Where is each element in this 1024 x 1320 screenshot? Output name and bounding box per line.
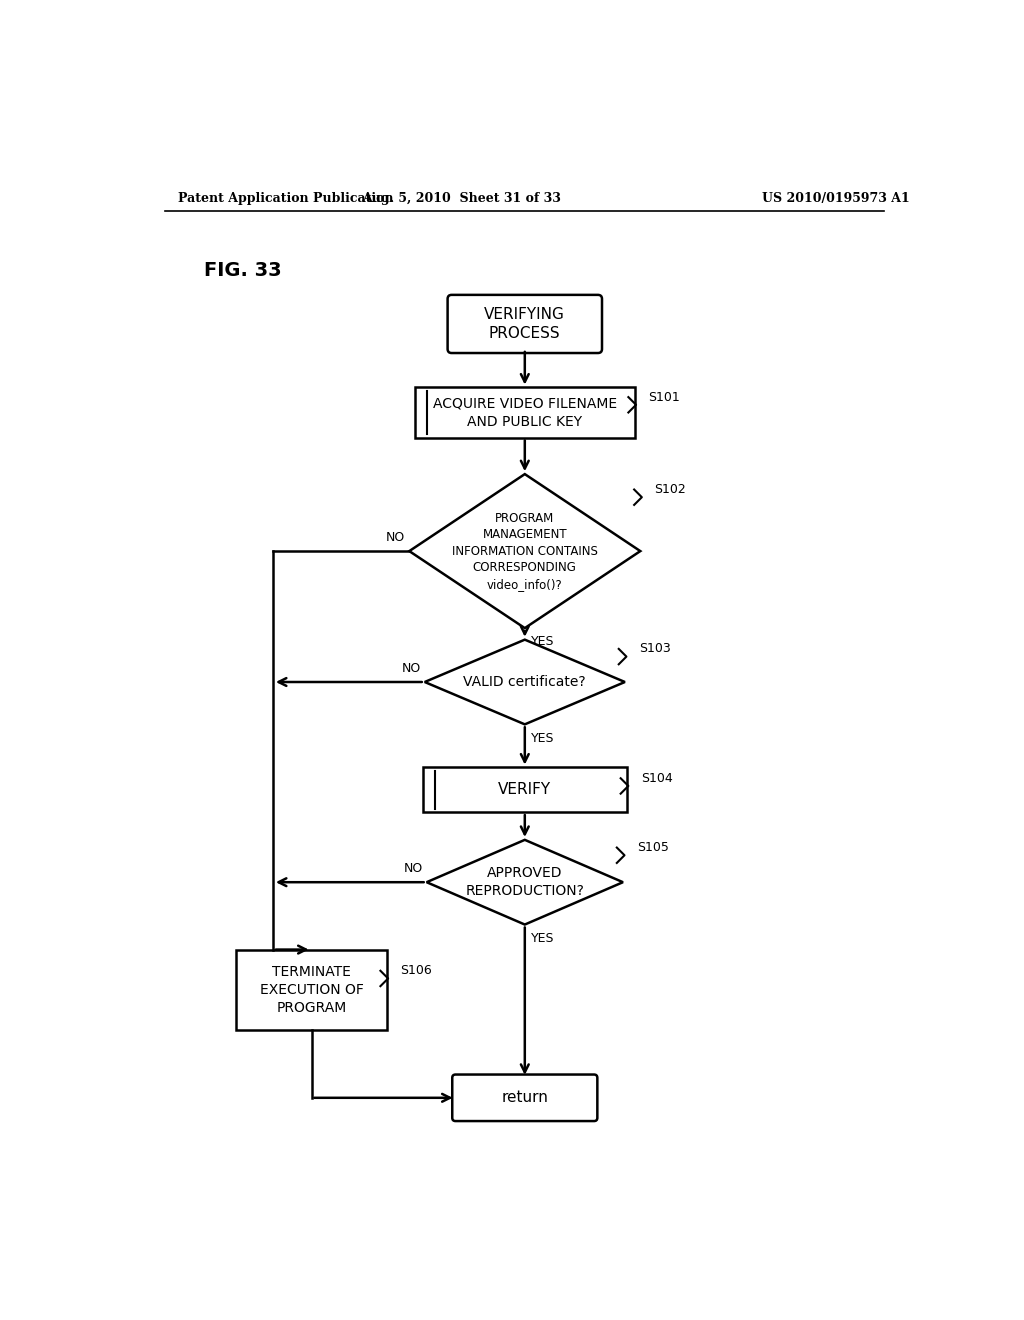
- Text: US 2010/0195973 A1: US 2010/0195973 A1: [762, 191, 909, 205]
- Text: APPROVED
REPRODUCTION?: APPROVED REPRODUCTION?: [465, 866, 585, 898]
- Text: FIG. 33: FIG. 33: [204, 260, 282, 280]
- Text: S102: S102: [654, 483, 686, 496]
- Text: S101: S101: [648, 391, 680, 404]
- Polygon shape: [427, 840, 623, 924]
- Text: S103: S103: [639, 643, 671, 656]
- Text: S105: S105: [637, 841, 669, 854]
- Text: S104: S104: [641, 772, 673, 785]
- Polygon shape: [425, 640, 625, 725]
- Text: NO: NO: [401, 661, 421, 675]
- Text: YES: YES: [531, 932, 554, 945]
- Text: TERMINATE
EXECUTION OF
PROGRAM: TERMINATE EXECUTION OF PROGRAM: [259, 965, 364, 1015]
- Text: return: return: [502, 1090, 548, 1105]
- Bar: [415, 388, 635, 437]
- Bar: [237, 949, 387, 1031]
- Text: NO: NO: [403, 862, 423, 875]
- FancyBboxPatch shape: [453, 1074, 597, 1121]
- Text: S106: S106: [400, 964, 432, 977]
- Text: YES: YES: [531, 635, 554, 648]
- Text: ACQUIRE VIDEO FILENAME
AND PUBLIC KEY: ACQUIRE VIDEO FILENAME AND PUBLIC KEY: [433, 396, 616, 429]
- Bar: [423, 767, 627, 812]
- Text: VERIFYING
PROCESS: VERIFYING PROCESS: [484, 306, 565, 342]
- Text: Aug. 5, 2010  Sheet 31 of 33: Aug. 5, 2010 Sheet 31 of 33: [362, 191, 561, 205]
- FancyBboxPatch shape: [447, 294, 602, 352]
- Text: VERIFY: VERIFY: [499, 783, 551, 797]
- Text: YES: YES: [531, 731, 554, 744]
- Text: VALID certificate?: VALID certificate?: [464, 675, 586, 689]
- Text: NO: NO: [386, 531, 406, 544]
- Text: Patent Application Publication: Patent Application Publication: [178, 191, 394, 205]
- Text: PROGRAM
MANAGEMENT
INFORMATION CONTAINS
CORRESPONDING
video_info()?: PROGRAM MANAGEMENT INFORMATION CONTAINS …: [452, 512, 598, 590]
- Polygon shape: [410, 474, 640, 628]
